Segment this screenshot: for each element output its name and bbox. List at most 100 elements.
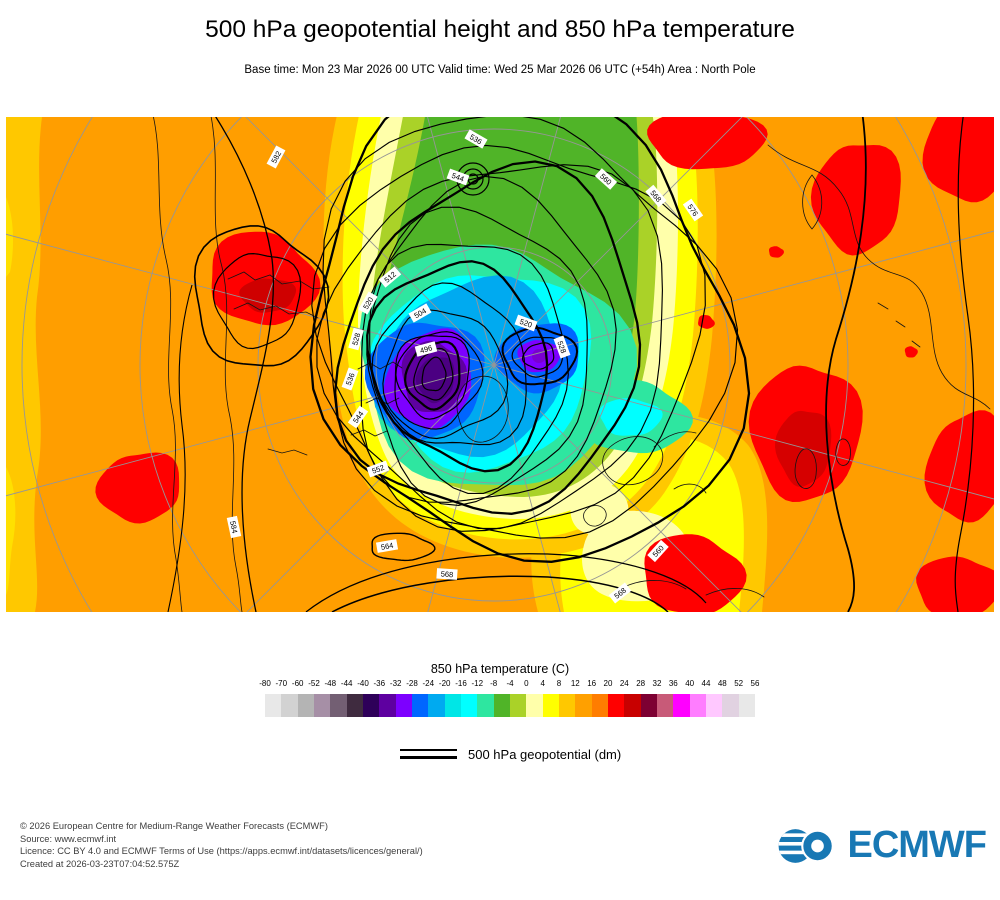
contour-label: 496 [414,341,438,357]
colorbar-cell [330,694,347,717]
temperature-blob [769,246,784,258]
colorbar-cell [673,694,690,717]
colorbar-cell [379,694,396,717]
contour-label: 528 [348,327,364,351]
temperature-blob [698,315,715,329]
colorbar-tick: -28 [406,679,418,688]
colorbar-tick: -8 [490,679,498,688]
colorbar-cell [493,694,510,717]
ecmwf-logo: ECMWF [775,824,987,867]
svg-text:584: 584 [228,520,239,534]
colorbar-cell [656,694,674,717]
coastline [227,271,330,290]
coastlines [152,117,991,612]
colorbar-tick: -4 [506,679,514,688]
contour-loop [311,144,706,532]
colorbar-tick: -12 [471,679,484,688]
colorbar-tick: -80 [259,679,271,688]
colorbar-cell [428,694,445,717]
colorbar-cell [281,694,298,717]
colorbar-tick: 36 [668,679,678,688]
contour-label: 582 [266,145,286,169]
colorbar-tick: 4 [540,679,545,688]
colorbar-cell [411,694,429,717]
svg-text:536: 536 [344,372,357,387]
colorbar-tick: 8 [556,679,562,688]
coastline [210,117,243,612]
colorbar-tick: 20 [603,679,613,688]
colorbar-cell [526,694,543,717]
colorbar-cell [558,694,576,717]
contour-label: 520 [514,314,538,332]
temperature-blob [95,452,180,524]
colorbar-cell [265,694,282,717]
contour-line [331,575,669,612]
svg-text:528: 528 [350,332,362,346]
colorbar-cell [542,694,559,717]
temperature-blob [775,410,832,487]
graticule-circle [139,117,849,612]
contour-loop [394,331,484,430]
contour-line [215,117,275,612]
coastline [877,302,921,348]
coastline [233,302,319,319]
contour-label: 584 [226,515,242,539]
colorbar-tick: 56 [750,679,760,688]
colorbar-tick: -52 [308,679,320,688]
colorbar-cell [477,694,494,717]
footer: © 2026 European Centre for Medium-Range … [20,820,423,870]
colorbar-cell [395,694,412,717]
colorbar [265,694,755,717]
graticule-meridian [493,117,561,366]
contour-label: 544 [446,168,470,186]
temperature-blob [599,398,663,436]
temperature-blob [211,231,321,326]
contour-loop [366,206,588,506]
coastline [835,438,851,466]
contour-loop-high [193,225,330,367]
contour-loop [322,117,739,539]
svg-text:528: 528 [555,340,568,355]
colorbar-tick: -20 [438,679,451,688]
colorbar-title: 850 hPa temperature (C) [430,662,570,676]
geopotential-legend-thick-line [400,756,457,759]
page-title: 500 hPa geopotential height and 850 hPa … [205,16,795,43]
contour-loop [366,260,549,473]
ecmwf-logo-text: ECMWF [847,824,987,866]
colorbar-tick: 52 [734,679,744,688]
colorbar-tick: 0 [524,679,529,688]
contour-label: 568 [436,568,458,580]
footer-source: Source: www.ecmwf.int [20,833,117,844]
colorbar-cell [575,694,592,717]
colorbar-cell [362,694,380,717]
contour-loop [371,282,527,446]
page-subtitle: Base time: Mon 23 Mar 2026 00 UTC Valid … [244,64,756,76]
contour-loop [360,175,617,503]
colorbar-tick: -36 [373,679,386,688]
svg-text:552: 552 [371,463,386,476]
graticule-meridian [493,230,994,366]
contour-loop-high [212,252,302,350]
cold-core-dot [532,349,546,363]
contour-line [167,284,193,612]
colorbar-tick: 12 [570,679,580,688]
yellow-sliver-west-2 [6,197,14,277]
colorbar-tick: -40 [357,679,369,688]
coastline [794,448,817,489]
contour-loop-core [413,347,454,401]
graticule-meridian [6,233,495,366]
coastline [583,505,607,527]
svg-text:520: 520 [518,317,533,330]
svg-text:544: 544 [450,171,465,184]
footer-created: Created at 2026-03-23T07:04:52.575Z [20,858,180,869]
contour-loop [309,117,751,563]
contour-loop-core [421,356,447,392]
contour-label: 552 [366,460,390,478]
coastline [267,448,308,456]
contour-loop-core [395,334,470,420]
colorbar-cell [738,694,755,717]
colorbar-tick: 24 [619,679,629,688]
coastline [623,580,765,598]
temperature-blob [239,278,297,313]
colorbar-tick: 16 [587,679,597,688]
